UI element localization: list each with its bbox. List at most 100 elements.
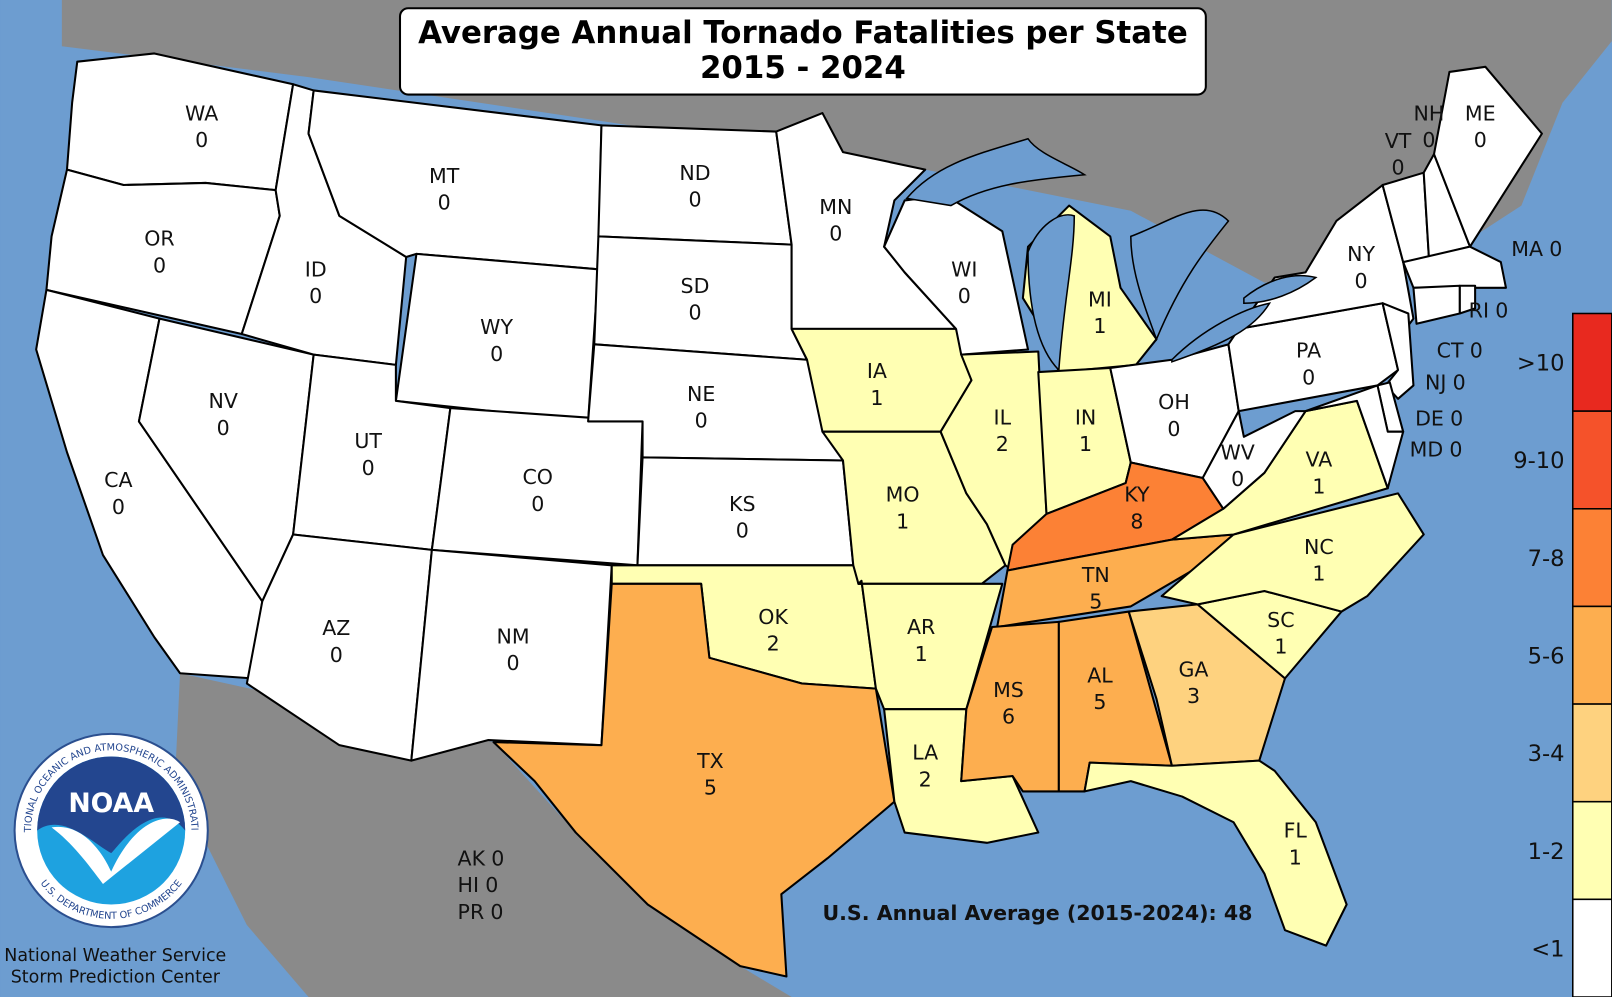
state-value: 2 <box>996 432 1009 456</box>
state-name: MS <box>993 678 1024 702</box>
territory-name: PR <box>458 900 485 924</box>
state-value: 0 <box>1167 417 1180 441</box>
state-name: TN <box>1081 563 1110 587</box>
state-value: 0 <box>112 495 125 519</box>
state-value: 0 <box>1453 371 1466 395</box>
territory-value: 0 <box>490 900 503 924</box>
states <box>35 52 1543 978</box>
state-name: TX <box>696 749 724 773</box>
state-name: MN <box>819 195 852 219</box>
mexico <box>174 673 792 997</box>
state <box>1201 410 1307 510</box>
legend-label: 3-4 <box>1528 741 1565 767</box>
state-name: ID <box>305 257 327 281</box>
state-value: 5 <box>1093 690 1106 714</box>
footer-line: Storm Prediction Center <box>11 968 221 988</box>
state-name: NC <box>1304 535 1334 559</box>
state-value: 0 <box>438 191 451 215</box>
state-value: 0 <box>688 301 701 325</box>
state-value: 3 <box>1187 684 1200 708</box>
state-name: IN <box>1075 405 1096 429</box>
state-value: 6 <box>1002 705 1015 729</box>
state-value: 0 <box>1474 128 1487 152</box>
state-name: MT <box>429 164 460 188</box>
state-name: AL <box>1087 663 1113 687</box>
state-name: NY <box>1347 242 1375 266</box>
state-name: MD <box>1410 437 1444 461</box>
state-name: IL <box>994 405 1012 429</box>
state-value: 0 <box>695 409 708 433</box>
legend-label: 9-10 <box>1513 448 1564 474</box>
state-value: 5 <box>704 776 717 800</box>
state-value: 1 <box>1079 432 1092 456</box>
state-value: 1 <box>896 509 909 533</box>
state-value: 0 <box>1422 128 1435 152</box>
state <box>1432 65 1543 248</box>
state-name: OH <box>1158 390 1190 414</box>
state-value: 1 <box>1274 635 1287 659</box>
great-lakes <box>905 137 1318 372</box>
state-name: IA <box>867 359 887 383</box>
state-label: NJ 0 <box>1425 371 1466 395</box>
state-value: 0 <box>829 222 842 246</box>
national-average: U.S. Annual Average (2015-2024): 48 <box>822 901 1252 925</box>
footer-line: National Weather Service <box>4 946 226 966</box>
legend-swatch <box>1571 898 1612 997</box>
territory-label: HI 0 <box>458 873 499 897</box>
state <box>593 235 809 361</box>
state-name: OK <box>758 605 788 629</box>
state-name: VA <box>1305 448 1332 472</box>
state-value: 0 <box>1391 156 1404 180</box>
state-name: MI <box>1088 287 1112 311</box>
state-name: WI <box>951 257 977 281</box>
state-value: 0 <box>195 128 208 152</box>
state-name: CO <box>522 465 553 489</box>
state-value: 0 <box>1231 467 1244 491</box>
state-name: MO <box>886 483 920 507</box>
territories: AK 0HI 0PR 0 <box>458 846 505 923</box>
subtitle: 2015 - 2024 <box>700 50 906 86</box>
legend-swatch <box>1571 703 1612 803</box>
state-value: 0 <box>958 284 971 308</box>
state-value: 0 <box>736 519 749 543</box>
state-name: NJ <box>1425 371 1446 395</box>
legend-label: 7-8 <box>1528 546 1565 572</box>
state-value: 0 <box>153 253 166 277</box>
state-name: SC <box>1267 608 1294 632</box>
state-name: NE <box>687 382 715 406</box>
state-label: MA 0 <box>1511 237 1562 261</box>
state-name: AR <box>907 615 935 639</box>
logo-gull <box>51 818 181 884</box>
state-value: 0 <box>1470 339 1483 363</box>
state <box>597 124 793 246</box>
state-name: RI <box>1469 299 1489 323</box>
legend-label: 5-6 <box>1528 643 1565 669</box>
legend-swatch <box>1571 312 1612 412</box>
state-value: 0 <box>1449 437 1462 461</box>
state <box>1083 759 1348 947</box>
legend-swatch <box>1571 605 1612 705</box>
state-value: 0 <box>330 643 343 667</box>
state-name: WA <box>185 101 218 125</box>
state-name: UT <box>354 429 382 453</box>
state-value: 8 <box>1130 509 1143 533</box>
state-name: SD <box>681 274 710 298</box>
state <box>1160 492 1425 613</box>
state-value: 1 <box>1093 314 1106 338</box>
state-value: 2 <box>919 767 932 791</box>
territory-value: 0 <box>491 846 504 870</box>
state <box>1381 302 1415 400</box>
state-name: KY <box>1124 483 1150 507</box>
state-value: 1 <box>1312 562 1325 586</box>
legend-label: >10 <box>1517 351 1565 377</box>
state-name: KS <box>729 492 756 516</box>
logo-text: NOAA <box>68 788 154 819</box>
state-value: 1 <box>870 386 883 410</box>
state-value: 0 <box>490 342 503 366</box>
state-name: DE <box>1415 407 1444 431</box>
state-value: 1 <box>915 642 928 666</box>
state-value: 2 <box>767 632 780 656</box>
state-label: DE 0 <box>1415 407 1463 431</box>
state-name: NH <box>1413 101 1444 125</box>
